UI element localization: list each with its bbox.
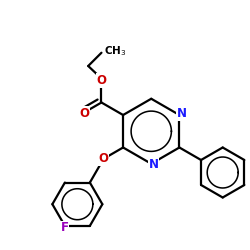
- Text: O: O: [79, 106, 89, 120]
- Text: N: N: [176, 107, 186, 120]
- Text: F: F: [61, 221, 69, 234]
- Text: CH$_3$: CH$_3$: [104, 44, 127, 58]
- Text: O: O: [98, 152, 108, 165]
- Text: N: N: [149, 158, 159, 172]
- Text: O: O: [96, 74, 106, 87]
